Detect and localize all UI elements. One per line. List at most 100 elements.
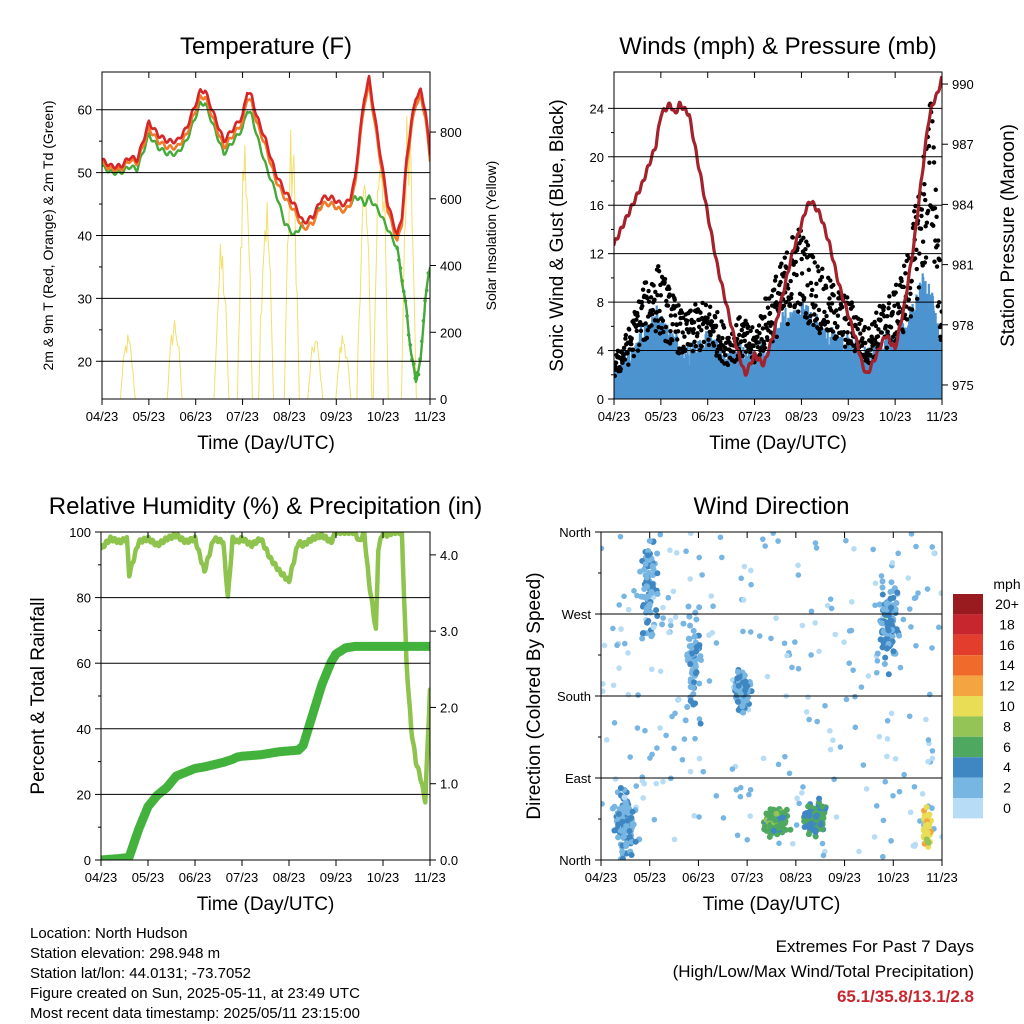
legend-label: 10: [999, 698, 1015, 714]
x-tick-label: 11/23: [414, 409, 446, 424]
gust-point: [815, 264, 820, 269]
direction-point: [822, 702, 828, 709]
direction-point: [812, 829, 819, 836]
direction-point: [710, 603, 716, 610]
gust-point: [908, 314, 914, 319]
direction-point: [884, 736, 891, 742]
legend-label: 16: [999, 637, 1015, 653]
direction-point: [689, 684, 696, 691]
gust-point: [658, 293, 664, 298]
gust-point: [835, 313, 841, 318]
gust-point: [932, 259, 937, 264]
dewpoint-point: [397, 258, 401, 262]
gust-point: [788, 295, 794, 301]
direction-point: [641, 780, 648, 787]
gust-point: [618, 366, 623, 372]
direction-point: [896, 632, 903, 639]
gust-point: [622, 357, 628, 362]
direction-point: [761, 823, 768, 830]
direction-point: [688, 642, 695, 649]
direction-point: [883, 635, 890, 642]
y-tick-label: North: [559, 853, 591, 868]
y2-tick-label: 2.0: [440, 700, 458, 715]
direction-point: [667, 547, 673, 554]
gust-point: [808, 280, 814, 286]
direction-point: [685, 635, 692, 642]
gust-point: [843, 337, 848, 342]
gust-point: [625, 350, 630, 356]
y2-tick-label: 0.0: [440, 853, 458, 868]
chart-title: Wind Direction: [693, 493, 849, 520]
gust-point: [824, 313, 829, 319]
gust-point: [706, 342, 712, 348]
direction-point: [786, 770, 793, 777]
direction-point: [850, 667, 856, 673]
gust-point: [925, 208, 931, 214]
gust-point: [769, 293, 774, 299]
direction-point: [888, 617, 895, 624]
gust-point: [706, 337, 711, 342]
gust-point: [939, 309, 942, 314]
direction-point: [812, 620, 818, 626]
direction-point: [687, 576, 693, 582]
gust-point: [634, 317, 639, 322]
y-tick-label: 4: [597, 344, 604, 359]
direction-point: [645, 547, 652, 554]
direction-point: [612, 776, 619, 782]
dewpoint-point: [408, 343, 413, 347]
direction-point: [653, 780, 660, 787]
gust-point: [931, 223, 936, 228]
gust-point: [629, 341, 634, 347]
direction-point: [929, 544, 936, 550]
y-tick-label: 50: [78, 166, 92, 181]
direction-point: [872, 580, 879, 587]
gust-point: [826, 301, 831, 306]
direction-point: [911, 783, 918, 790]
gust-point: [785, 321, 790, 327]
dewpoint-point: [403, 299, 408, 303]
direction-point: [735, 706, 742, 713]
solar-day-curve: [372, 169, 389, 399]
solar-day-curve: [236, 144, 253, 399]
direction-point: [865, 673, 872, 679]
gust-point: [719, 319, 724, 324]
direction-point: [795, 572, 802, 578]
x-tick-label: 11/23: [926, 870, 958, 885]
direction-point: [611, 720, 618, 726]
dewpoint-point: [395, 246, 400, 250]
direction-point: [935, 624, 942, 631]
gust-point: [713, 323, 719, 329]
gust-point: [868, 353, 873, 358]
y-tick-label: 20: [590, 150, 604, 165]
direction-point: [680, 620, 687, 627]
direction-point: [792, 639, 798, 645]
gust-point: [897, 309, 902, 315]
direction-point: [690, 627, 697, 634]
gust-point: [638, 328, 644, 334]
direction-point: [890, 648, 897, 655]
gust-point: [774, 334, 779, 340]
direction-point: [623, 843, 630, 850]
direction-point: [654, 613, 661, 620]
gust-point: [652, 297, 657, 303]
gust-point: [650, 307, 655, 313]
created-text: Figure created on Sun, 2025-05-11, at 23…: [30, 985, 360, 1002]
direction-point: [779, 814, 786, 821]
gust-point: [667, 341, 673, 346]
gust-point: [896, 304, 902, 310]
direction-point: [706, 678, 713, 684]
gust-point: [691, 327, 696, 332]
gust-point: [760, 326, 766, 331]
y2-tick-label: 984: [952, 197, 974, 212]
gust-point: [819, 274, 825, 280]
direction-point: [684, 703, 691, 710]
direction-point: [649, 589, 656, 596]
x-tick-label: 07/23: [226, 870, 259, 885]
gust-point: [656, 268, 662, 274]
gust-point: [868, 347, 874, 352]
direction-point: [738, 575, 745, 582]
direction-point: [889, 633, 896, 640]
gust-point: [725, 362, 731, 368]
direction-point: [871, 834, 878, 840]
gust-point: [914, 266, 919, 272]
